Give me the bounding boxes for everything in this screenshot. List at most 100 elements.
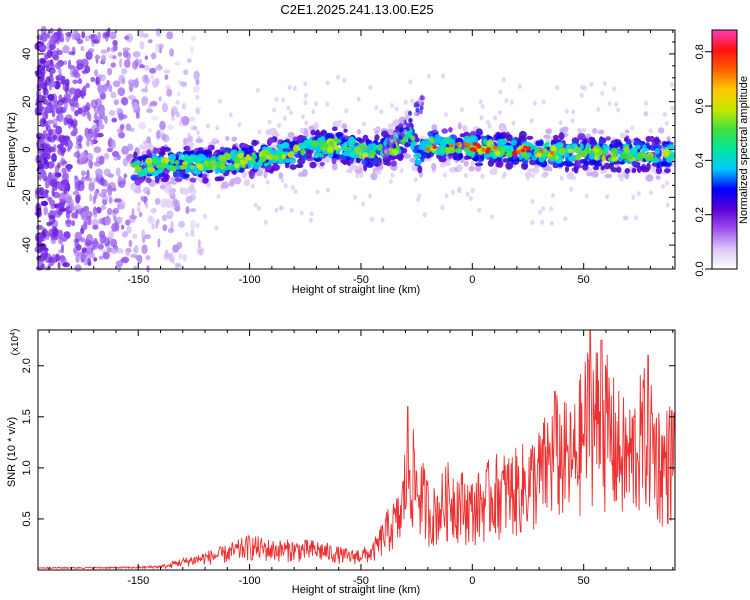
noise-blob [128,239,133,248]
noise-blob [132,79,139,89]
noise-blob [72,79,79,85]
ridge-streak [389,134,394,140]
faint-blob [662,112,667,117]
noise-blob [102,32,107,39]
faint-blob [390,172,395,178]
noise-blob [84,35,90,42]
snr-multiplier-exp: 4 [10,332,17,336]
faint-blob [529,118,534,124]
noise-blob [92,224,99,230]
ridge-blob [328,141,334,146]
ridge-blob [139,143,144,150]
ridge-blob [601,154,606,162]
ridge-blob [239,159,245,166]
ridge-blob [327,145,334,153]
faint-blob [218,98,223,104]
faint-blob [665,202,670,208]
ridge-blob [636,154,644,162]
ridge-blob [214,162,222,167]
noise-blob [65,94,71,103]
noise-blob [106,208,113,215]
ridge-blob [580,150,588,158]
ridge-blob [439,162,446,168]
ridge-blob [310,140,320,147]
ridge-streak [419,95,424,101]
ridge-blob [431,124,438,131]
noise-blob [70,199,74,209]
faint-blob [344,108,349,114]
ridge-blob [456,164,463,172]
noise-blob [106,147,113,153]
ridge-streak [396,138,401,144]
noise-blob [128,214,136,223]
ridge-hotspot [425,147,431,152]
ridge-blob [204,149,213,155]
ridge-blob [319,131,325,135]
noise-blob [54,62,62,70]
ridge-blob [590,139,597,145]
spectrogram-panel: -150 -100 -50 0 50 -40 -20 0 20 40 Height of str… [6,25,676,296]
ridge-blob [545,128,552,135]
noise-blob [195,78,200,86]
noise-blob [85,82,90,89]
noise-blob [62,45,70,54]
ridge-blob [414,159,422,166]
ridge-blob [366,145,371,150]
ridge-blob [355,137,362,142]
noise-blob [140,195,144,201]
ridge-blob [442,137,447,143]
noise-blob [112,39,118,47]
noise-blob [49,27,54,35]
noise-blob [94,69,99,77]
ridge-blob [234,161,240,169]
ridge-blob [593,166,600,171]
noise-blob [90,76,95,83]
ridge-blob [457,122,462,130]
ridge-blob [202,177,209,184]
noise-blob [193,70,200,81]
ridge-blob [591,170,599,178]
faint-blob [326,187,330,193]
noise-blob [116,128,122,134]
colorbar-gradient [712,30,737,269]
faint-blob [389,103,394,108]
ridge-blob [349,151,356,157]
ridge-blob [183,153,189,161]
noise-blob [107,67,113,76]
faint-blob [214,225,219,231]
ridge-blob [153,147,158,155]
y-tick-label: 0 [21,146,33,152]
ridge-blob [598,129,605,135]
noise-blob [183,69,189,76]
noise-blob [84,65,91,74]
noise-blob [49,172,53,177]
ridge-blob [495,151,502,157]
noise-blob [64,194,73,202]
ridge-blob [413,152,422,160]
noise-blob [45,179,50,189]
noise-blob [182,115,190,126]
ridge-blob [271,164,280,171]
ridge-blob [130,174,138,181]
faint-blob [630,125,635,131]
noise-blob [134,244,139,254]
noise-blob [137,201,141,207]
noise-blob [75,144,83,150]
ridge-blob [221,181,230,189]
noise-blob [54,253,61,262]
ridge-blob [332,120,341,129]
noise-blob [66,167,71,172]
ridge-blob [542,143,550,148]
faint-blob [408,79,413,85]
noise-blob [126,225,132,234]
noise-blob [72,126,78,136]
noise-blob [81,105,90,113]
faint-blob [203,213,208,219]
faint-blob [469,196,473,201]
faint-blob [649,190,653,196]
faint-blob [441,73,445,79]
noise-blob [167,124,174,130]
ridge-blob [181,161,188,166]
noise-blob [102,251,110,260]
ridge-blob [448,127,453,133]
